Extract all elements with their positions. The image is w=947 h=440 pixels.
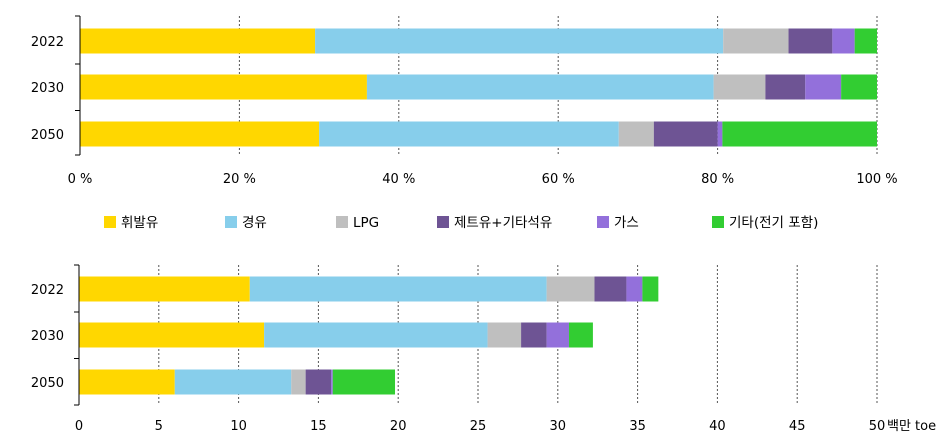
bar-2030-경유 xyxy=(264,322,488,348)
legend-swatch xyxy=(437,216,449,228)
legend-swatch xyxy=(336,216,348,228)
legend-label: LPG xyxy=(353,215,379,231)
bar-2022-기타-전기-포함 xyxy=(854,28,877,54)
x-tick-label: 35 xyxy=(629,419,646,434)
category-label: 2030 xyxy=(31,329,64,344)
bar-2022-제트유-기타석유 xyxy=(788,28,833,54)
bar-2050-기타-전기-포함 xyxy=(332,369,396,395)
x-tick-label: 40 xyxy=(709,419,726,434)
legend-swatch xyxy=(712,216,724,228)
bar-2030-휘발유 xyxy=(79,322,265,348)
bar-2030-제트유-기타석유 xyxy=(521,322,547,348)
x-tick-label: 50 xyxy=(869,419,886,434)
category-label: 2030 xyxy=(31,81,64,96)
bar-2050-경유 xyxy=(319,121,619,147)
bar-2050-경유 xyxy=(174,369,292,395)
x-tick-label: 10 xyxy=(230,419,247,434)
bar-2030-가스 xyxy=(546,322,569,348)
bar-2022-경유 xyxy=(315,28,724,54)
bar-2050-휘발유 xyxy=(79,369,175,395)
bar-2050-제트유-기타석유 xyxy=(653,121,718,147)
x-tick-label: 40 % xyxy=(382,172,415,187)
x-tick-label: 20 xyxy=(390,419,407,434)
bar-2022-휘발유 xyxy=(80,28,316,54)
bar-2030-lpg xyxy=(713,74,766,100)
bar-2050-휘발유 xyxy=(80,121,320,147)
bar-2022-휘발유 xyxy=(79,276,250,302)
x-tick-label: 25 xyxy=(470,419,487,434)
category-label: 2050 xyxy=(31,128,64,143)
bar-2022-가스 xyxy=(626,276,643,302)
bar-2050-lpg xyxy=(291,369,306,395)
bar-2022-경유 xyxy=(249,276,547,302)
legend-label: 휘발유 xyxy=(121,215,158,231)
bar-2022-lpg xyxy=(546,276,595,302)
bar-2050-기타-전기-포함 xyxy=(722,121,877,147)
bar-2030-가스 xyxy=(805,74,842,100)
bar-2030-lpg xyxy=(487,322,522,348)
bar-2022-가스 xyxy=(832,28,855,54)
x-tick-label: 100 % xyxy=(856,172,897,187)
legend-label: 경유 xyxy=(242,215,267,231)
volume-chart: 2022 2030 2050 0 5 10 15 20 25 30 35 40 45 50 백만 toe xyxy=(31,264,936,434)
bar-2050-가스 xyxy=(331,369,333,395)
x-tick-label: 0 xyxy=(75,419,83,434)
bar-2050-가스 xyxy=(717,121,723,147)
x-tick-label: 20 % xyxy=(223,172,256,187)
bar-2022-lpg xyxy=(723,28,789,54)
x-tick-label: 5 xyxy=(155,419,163,434)
x-tick-label: 15 xyxy=(310,419,327,434)
bar-2030-경유 xyxy=(366,74,714,100)
bar-2030-제트유-기타석유 xyxy=(765,74,806,100)
bar-2030-휘발유 xyxy=(80,74,367,100)
category-label: 2050 xyxy=(31,376,64,391)
bar-2030-기타-전기-포함 xyxy=(568,322,593,348)
x-tick-label: 0 % xyxy=(68,172,93,187)
legend-swatch xyxy=(225,216,237,228)
legend-swatch xyxy=(597,216,609,228)
legend-label: 제트유+기타석유 xyxy=(454,215,552,231)
bar-2030-기타-전기-포함 xyxy=(841,74,877,100)
bar-2050-lpg xyxy=(618,121,654,147)
x-tick-label: 45 xyxy=(789,419,806,434)
legend: 휘발유 경유 LPG 제트유+기타석유 가스 기타(전기 포함) xyxy=(104,215,818,231)
legend-swatch xyxy=(104,216,116,228)
unit-label: 백만 toe xyxy=(887,419,936,434)
legend-label: 가스 xyxy=(614,215,639,231)
x-tick-label: 60 % xyxy=(542,172,575,187)
x-tick-label: 30 xyxy=(550,419,567,434)
legend-label: 기타(전기 포함) xyxy=(729,215,818,231)
x-tick-label: 80 % xyxy=(701,172,734,187)
bar-2050-제트유-기타석유 xyxy=(305,369,332,395)
bar-2022-제트유-기타석유 xyxy=(594,276,627,302)
bar-2022-기타-전기-포함 xyxy=(642,276,659,302)
share-chart: 2022 2030 2050 0 % 20 % 40 % 60 % 80 % 100 % xyxy=(31,15,898,187)
category-label: 2022 xyxy=(31,283,64,298)
category-label: 2022 xyxy=(31,35,64,50)
